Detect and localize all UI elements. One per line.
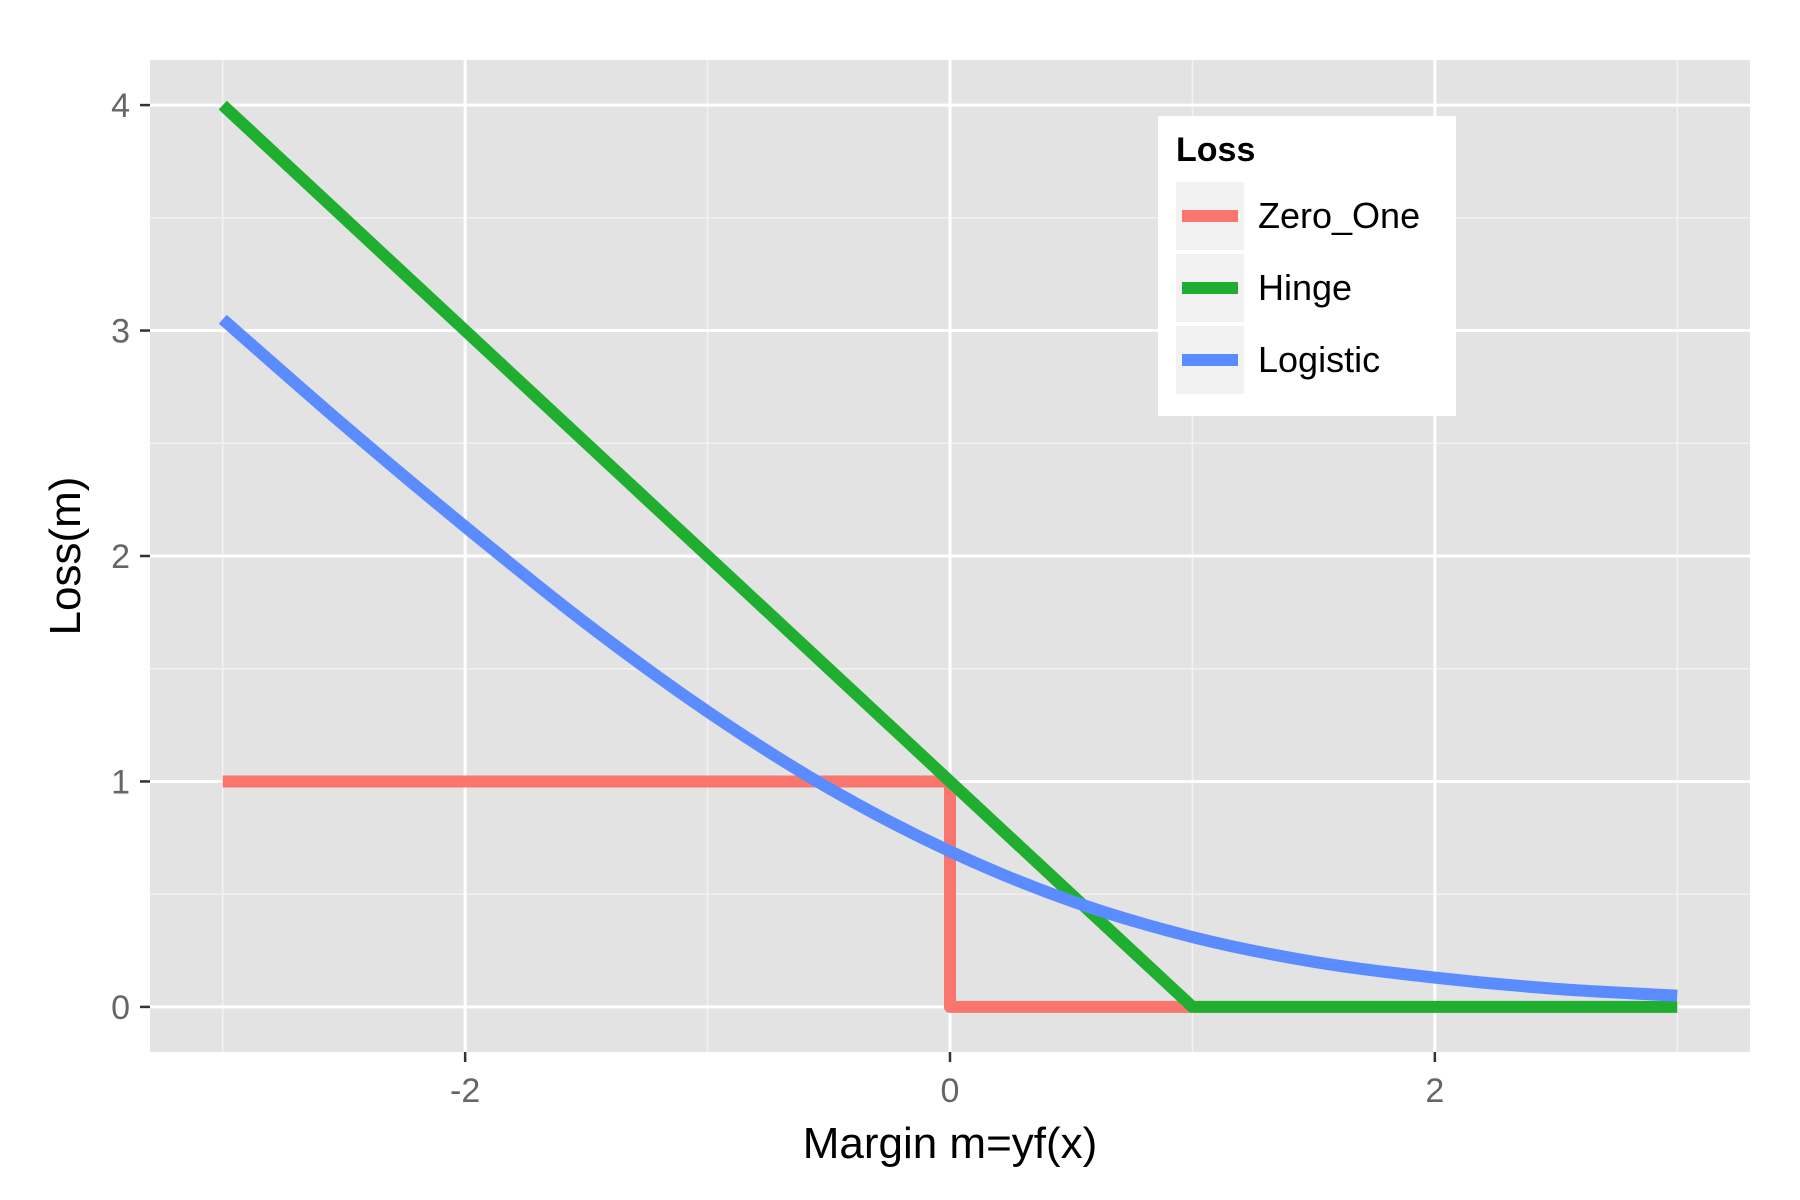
y-tick-label: 0	[111, 989, 130, 1027]
legend-items: Zero_One Hinge Logistic	[1176, 182, 1420, 394]
y-tick-label: 3	[111, 313, 130, 351]
x-tick-label: 0	[941, 1072, 960, 1110]
legend: Loss Zero_One Hinge Logistic	[1158, 116, 1456, 416]
legend-item-label: Hinge	[1258, 267, 1352, 308]
x-tick-label: -2	[450, 1072, 480, 1110]
x-axis-ticks: -2 0 2	[450, 1052, 1444, 1110]
y-tick-label: 4	[111, 87, 130, 125]
y-axis-ticks: 0 1 2 3 4	[111, 87, 150, 1027]
y-tick-label: 2	[111, 538, 130, 576]
y-tick-label: 1	[111, 763, 130, 801]
series-layer	[218, 100, 1678, 1013]
y-axis-label: Loss(m)	[41, 477, 90, 636]
x-axis-label: Margin m=yf(x)	[803, 1119, 1098, 1168]
x-tick-label: 2	[1425, 1072, 1444, 1110]
legend-item-label: Logistic	[1258, 339, 1380, 380]
series-line-logistic	[218, 314, 1678, 1002]
legend-item-label: Zero_One	[1258, 195, 1420, 236]
legend-title: Loss	[1176, 131, 1255, 169]
series-line-hinge	[218, 100, 1678, 1013]
series-line-zero-one	[222, 775, 1193, 1013]
